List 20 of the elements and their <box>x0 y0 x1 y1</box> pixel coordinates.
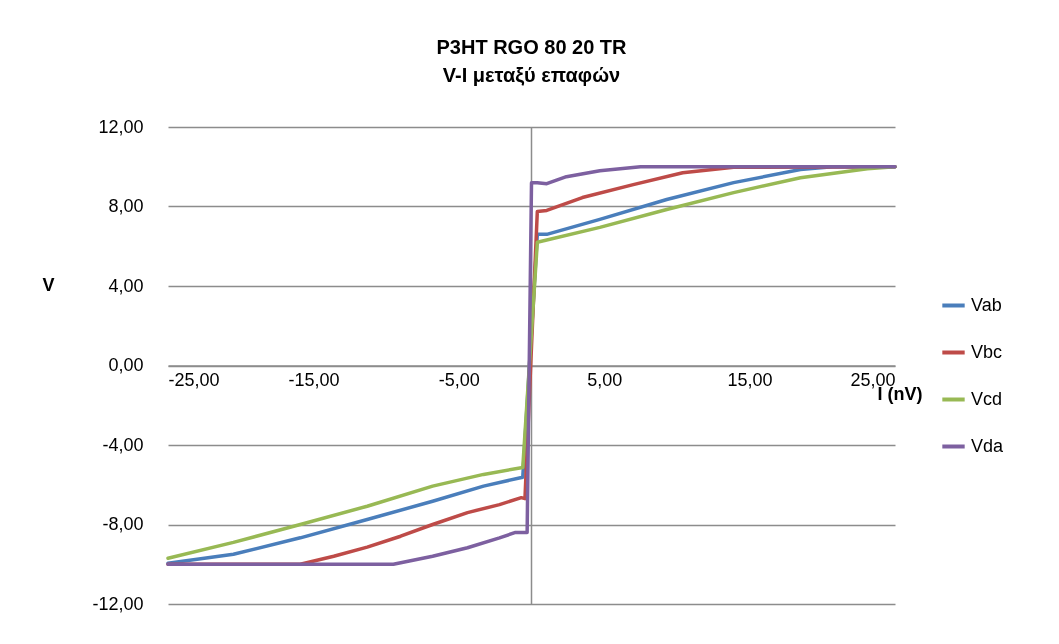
y-tick-label: -8,00 <box>102 514 144 534</box>
x-tick-label: 15,00 <box>727 370 773 390</box>
legend-label: Vab <box>971 294 1002 315</box>
x-tick-label: -5,00 <box>438 370 480 390</box>
chart-title: P3HT RGO 80 20 TR <box>436 36 628 58</box>
x-tick-label: 25,00 <box>850 370 896 390</box>
legend-label: Vda <box>971 435 1005 456</box>
legend-label: Vbc <box>971 341 1003 362</box>
legend-label: Vcd <box>971 388 1003 409</box>
y-tick-label: 4,00 <box>108 275 144 296</box>
y-axis-title: V <box>42 274 55 295</box>
x-tick-label: -25,00 <box>168 370 220 390</box>
chart-subtitle: V-I μεταξύ επαφών <box>442 64 621 86</box>
x-tick-label: -15,00 <box>288 370 340 390</box>
y-tick-label: 0,00 <box>108 355 144 375</box>
y-tick-label: -12,00 <box>92 593 144 614</box>
x-tick-label: 5,00 <box>587 370 623 390</box>
y-tick-label: 8,00 <box>108 196 144 216</box>
y-tick-label: 12,00 <box>98 116 144 137</box>
y-tick-label: -4,00 <box>102 434 144 455</box>
